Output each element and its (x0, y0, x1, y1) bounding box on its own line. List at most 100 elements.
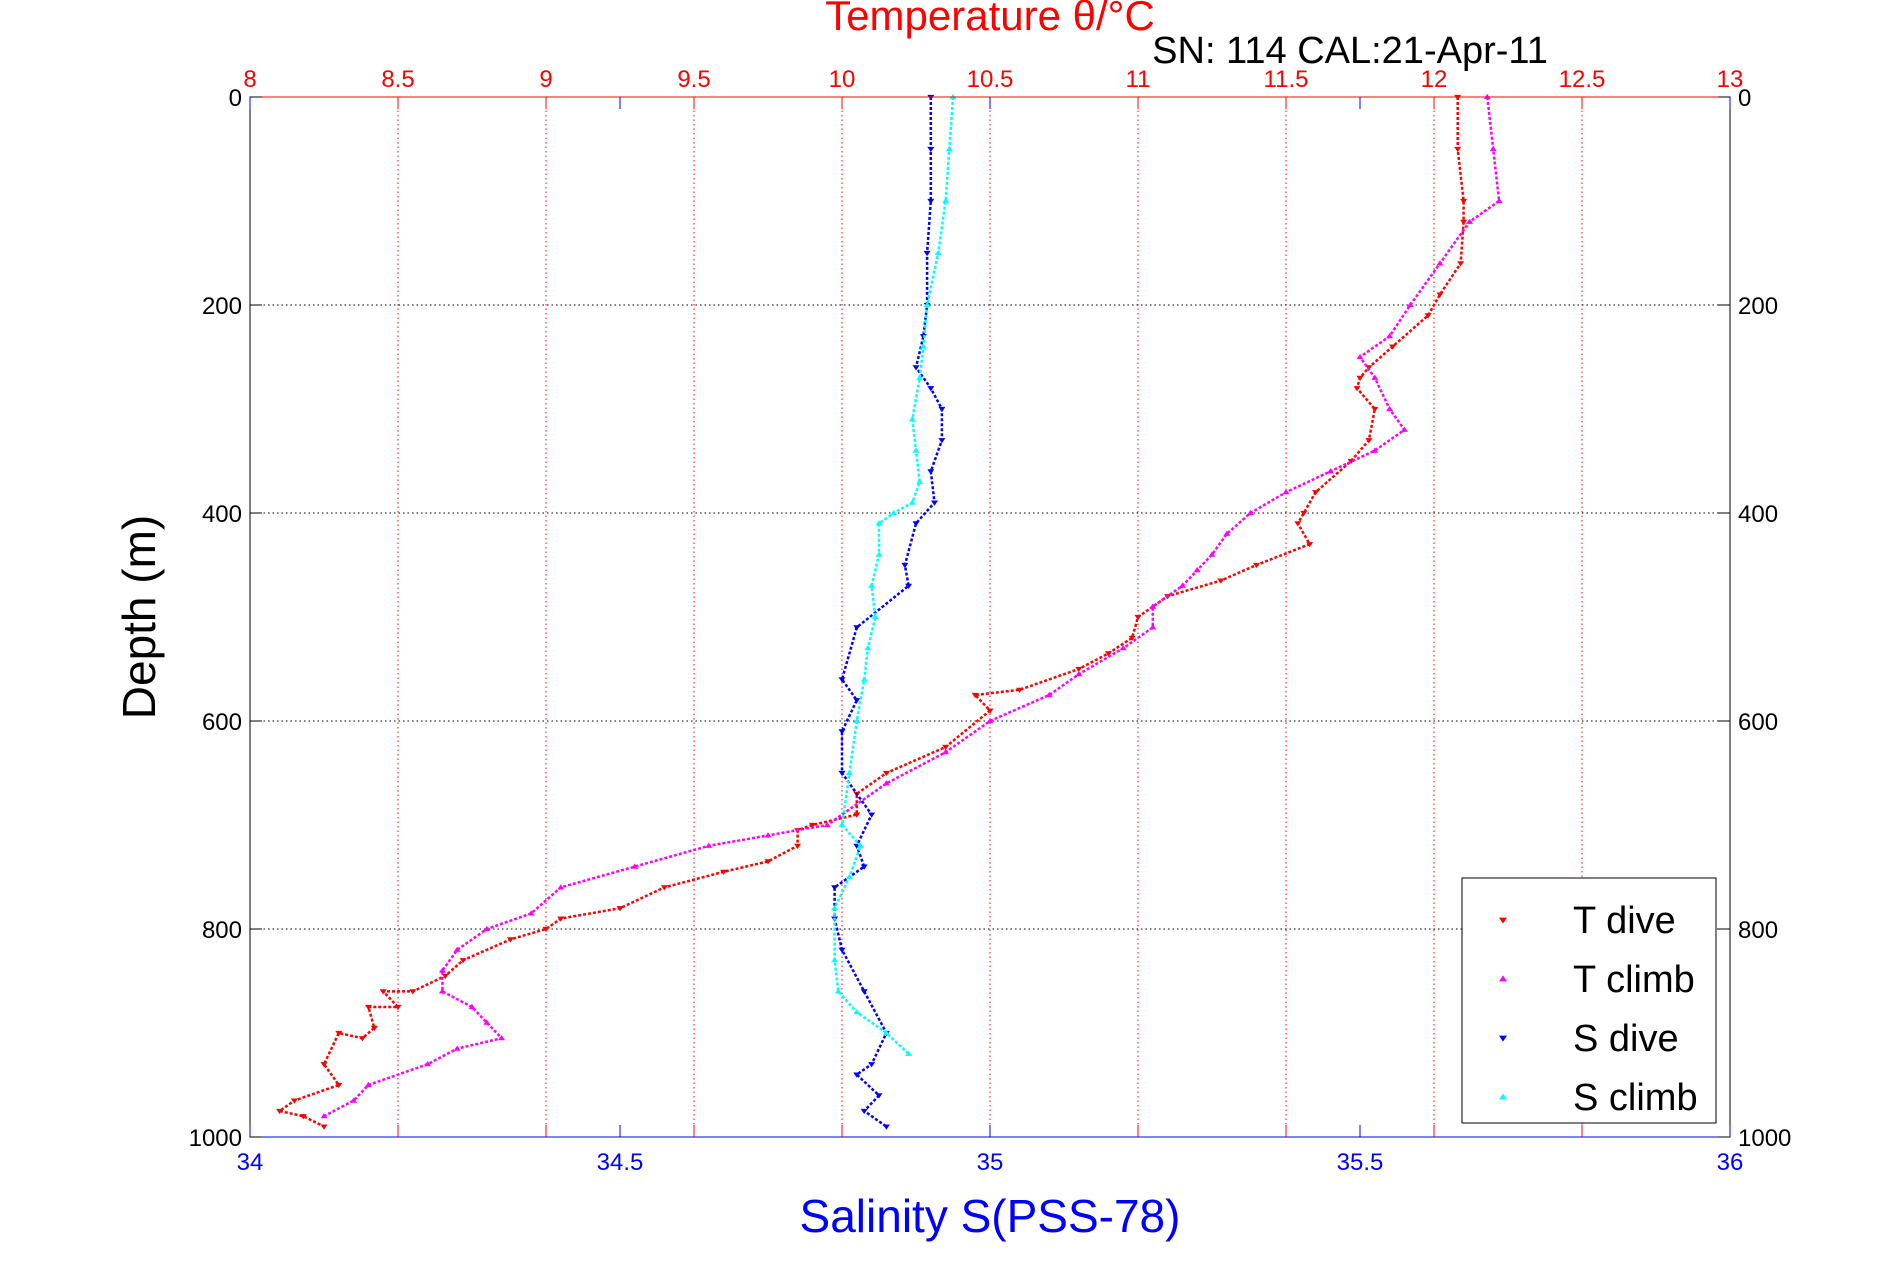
depth-tick-label-left: 800 (202, 917, 242, 944)
legend-marker (1499, 975, 1507, 982)
temperature-tick-label: 11.5 (1264, 66, 1309, 93)
data-point (931, 500, 938, 506)
data-point (1193, 567, 1201, 573)
bottom-axis-ticks: 34 34.5 35 35.5 36 (237, 97, 1743, 1176)
temperature-tick-label: 13 (1717, 66, 1744, 93)
depth-tick-label-right: 200 (1738, 293, 1778, 320)
data-point (875, 551, 883, 557)
data-point (916, 374, 924, 380)
data-point (459, 958, 467, 964)
left-axis-ticks: 0 200 400 600 800 1000 (189, 85, 262, 1152)
data-point (1306, 542, 1314, 548)
data-point (483, 925, 491, 932)
data-point (335, 1082, 343, 1089)
data-point (1400, 426, 1408, 432)
data-point (923, 301, 931, 308)
data-point (875, 520, 883, 526)
depth-tick-label-right: 400 (1738, 501, 1778, 528)
depth-tick-label-right: 0 (1738, 85, 1751, 112)
data-point (498, 1035, 506, 1041)
series-layer (276, 93, 1503, 1130)
data-point (882, 1029, 890, 1036)
temperature-tick-label: 11 (1126, 66, 1151, 93)
data-point (358, 1036, 366, 1042)
series-trace (833, 97, 944, 1128)
data-point (1406, 301, 1414, 308)
data-point (705, 842, 713, 848)
data-point (905, 1050, 913, 1056)
data-point (882, 780, 890, 786)
data-point (364, 1004, 372, 1011)
salinity-tick-label: 34 (237, 1149, 264, 1176)
salinity-tick-label: 35.5 (1337, 1149, 1384, 1176)
data-point (1386, 333, 1394, 339)
data-point (831, 957, 839, 963)
data-point (409, 989, 417, 995)
data-point (927, 469, 935, 475)
data-point (927, 198, 935, 205)
data-point (441, 973, 449, 979)
data-point (1075, 666, 1083, 673)
data-point (860, 989, 868, 995)
data-point (483, 1019, 491, 1025)
data-point (831, 885, 839, 891)
data-point (1294, 521, 1302, 527)
data-point (320, 1124, 328, 1130)
data-point (299, 1114, 307, 1120)
data-point (845, 873, 853, 880)
legend-marker (1499, 917, 1507, 924)
data-point (1217, 578, 1225, 584)
data-point (370, 1025, 378, 1031)
data-point (320, 1062, 328, 1068)
data-point (857, 842, 864, 848)
data-point (882, 770, 890, 777)
temperature-tick-label: 9 (539, 66, 552, 93)
data-point (808, 822, 816, 829)
data-point (1300, 510, 1308, 517)
data-point (1457, 261, 1465, 267)
data-point (320, 1113, 328, 1119)
data-point (853, 625, 861, 631)
data-point (557, 884, 565, 890)
temperature-tick-label: 8 (243, 66, 256, 93)
depth-tick-label-left: 0 (229, 85, 242, 112)
data-point (916, 478, 924, 484)
data-point (527, 910, 535, 916)
data-point (838, 677, 846, 683)
data-point (1223, 530, 1231, 536)
data-point (1466, 218, 1474, 224)
data-point (853, 698, 861, 704)
legend-entry: S climb (1499, 1077, 1698, 1119)
data-point (1252, 562, 1260, 569)
data-point (919, 343, 927, 349)
data-point (938, 438, 946, 444)
legend-label: S dive (1573, 1018, 1679, 1060)
data-point (942, 197, 950, 204)
legend-marker (1499, 1093, 1507, 1100)
data-point (1282, 489, 1290, 495)
series-s-climb (831, 93, 957, 1056)
data-point (350, 1097, 358, 1103)
data-point (871, 613, 879, 620)
temperature-tick-label: 8.5 (381, 66, 414, 93)
data-point (853, 1009, 861, 1015)
data-point (860, 1108, 868, 1115)
data-point (912, 521, 920, 527)
legend-entry: T dive (1499, 900, 1676, 942)
data-point (1128, 635, 1136, 641)
temperature-tick-label: 12.5 (1559, 66, 1606, 93)
data-point (949, 93, 957, 100)
depth-tick-label-left: 200 (202, 293, 242, 320)
data-point (379, 989, 387, 995)
data-point (1134, 614, 1142, 621)
data-point (557, 916, 565, 922)
data-point (938, 406, 946, 413)
data-point (1149, 624, 1157, 630)
legend-entry: S dive (1499, 1018, 1679, 1060)
data-point (1016, 687, 1024, 693)
data-point (823, 821, 831, 828)
depth-tick-label-right: 800 (1738, 917, 1778, 944)
data-point (1353, 386, 1361, 392)
data-point (882, 1124, 890, 1130)
